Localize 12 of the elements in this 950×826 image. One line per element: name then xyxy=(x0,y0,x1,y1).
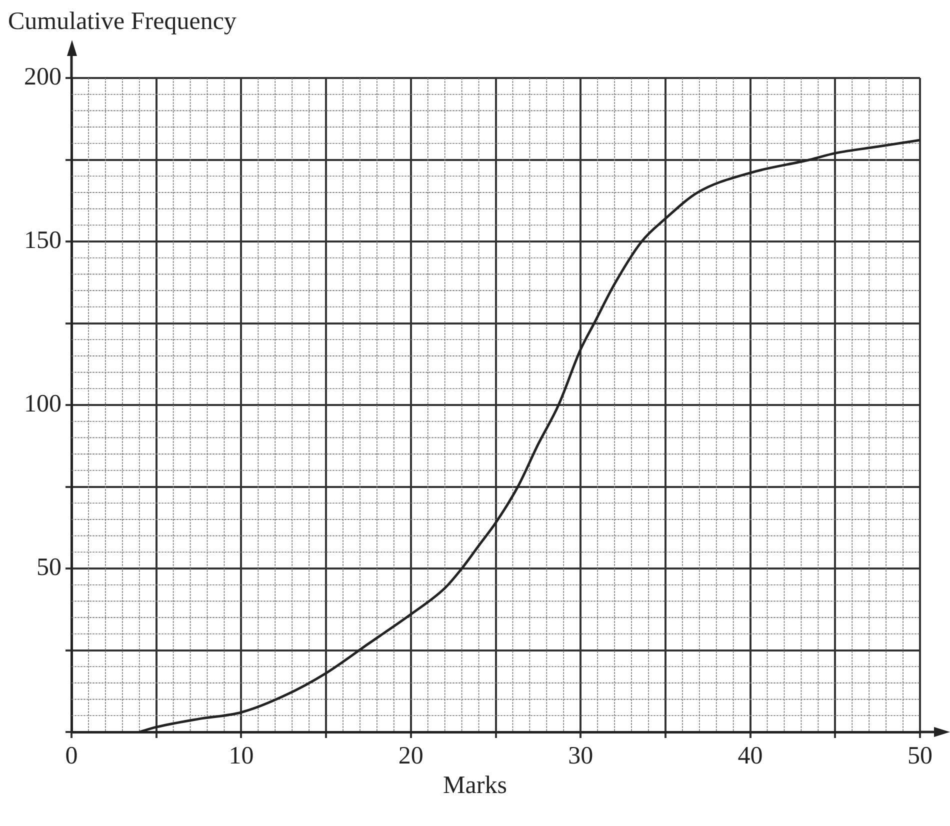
x-tick-label: 50 xyxy=(908,742,932,770)
x-tick-label: 0 xyxy=(65,742,78,770)
x-tick-label: 10 xyxy=(228,742,254,770)
y-tick-label: 200 xyxy=(24,64,62,91)
x-axis-title: Marks xyxy=(442,772,508,800)
x-tick-label: 20 xyxy=(398,742,424,770)
y-axis-title: Cumulative Frequency xyxy=(8,8,236,36)
y-tick-label: 100 xyxy=(24,390,62,418)
x-tick-label: 40 xyxy=(738,742,763,770)
x-tick-label: 30 xyxy=(568,742,594,770)
y-tick-label: 150 xyxy=(24,227,62,254)
y-tick-label: 50 xyxy=(36,554,62,582)
